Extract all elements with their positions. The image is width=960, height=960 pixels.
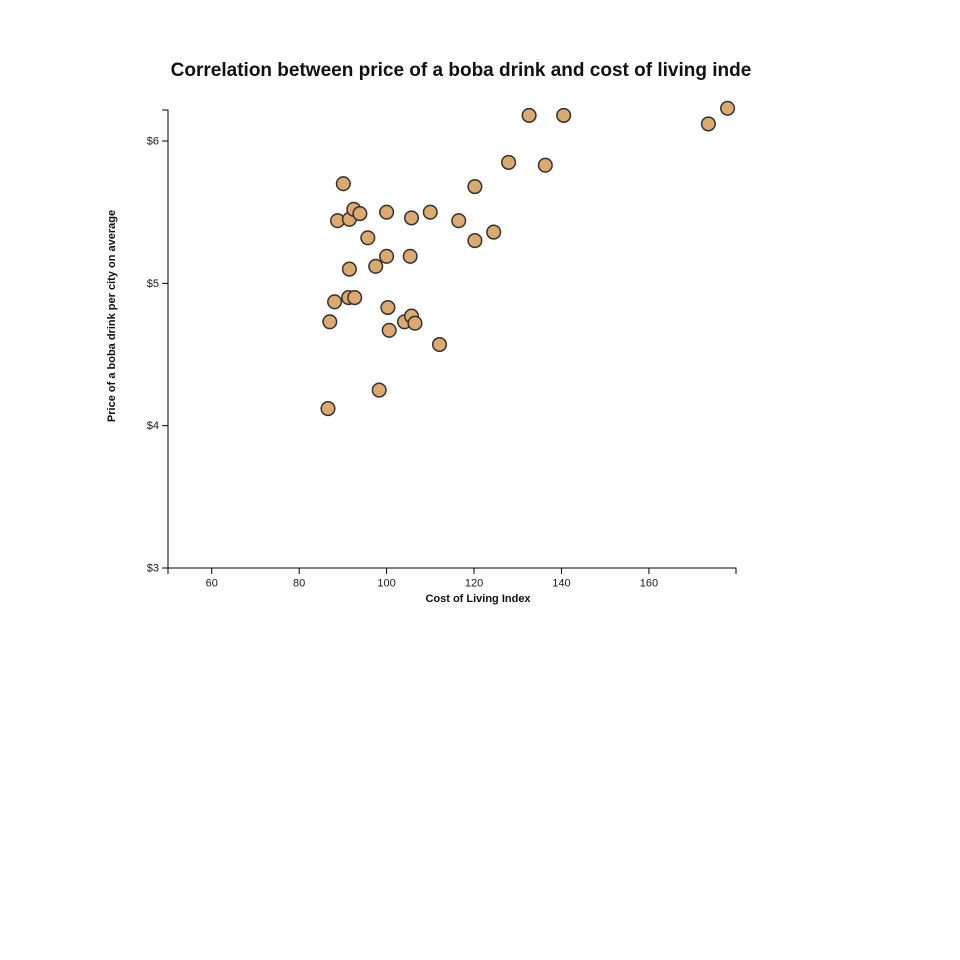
data-point bbox=[407, 315, 423, 331]
data-point bbox=[720, 100, 736, 116]
data-point bbox=[556, 107, 572, 123]
chart-title: Correlation between price of a boba drin… bbox=[170, 60, 752, 81]
data-point bbox=[422, 204, 438, 220]
data-point bbox=[467, 233, 483, 249]
data-point bbox=[379, 204, 395, 220]
data-point bbox=[486, 224, 502, 240]
x-axis-line bbox=[167, 567, 737, 574]
data-point bbox=[501, 154, 517, 170]
data-point bbox=[341, 261, 357, 277]
data-point bbox=[327, 294, 343, 310]
x-tick-label: 120 bbox=[465, 577, 483, 589]
x-axis-label: Cost of Living Index bbox=[425, 593, 531, 605]
data-point bbox=[381, 322, 397, 338]
data-point bbox=[402, 248, 418, 264]
data-point bbox=[431, 336, 448, 353]
x-tick-label: 100 bbox=[377, 577, 395, 589]
x-tick-label: 140 bbox=[552, 577, 570, 589]
y-tick-label: $3 bbox=[147, 563, 159, 575]
y-tick-label: $6 bbox=[147, 136, 159, 148]
data-point bbox=[379, 248, 395, 264]
data-point bbox=[700, 116, 716, 132]
data-point bbox=[360, 230, 376, 246]
y-tick-label: $4 bbox=[147, 420, 159, 432]
x-tick-label: 160 bbox=[640, 577, 658, 589]
data-point bbox=[371, 382, 387, 398]
scatter-chart: Correlation between price of a boba drin… bbox=[106, 60, 752, 605]
data-point bbox=[403, 210, 420, 226]
data-point bbox=[521, 107, 537, 123]
y-axis-line bbox=[162, 109, 169, 569]
y-axis-label: Price of a boba drink per city on averag… bbox=[106, 209, 118, 423]
plot-area bbox=[320, 100, 736, 417]
data-point bbox=[467, 179, 483, 195]
data-point bbox=[347, 290, 363, 306]
data-point bbox=[537, 157, 553, 173]
scatter-chart-svg: 60 80 100 120 140 160 $3 $4 $5 $6 bbox=[147, 100, 737, 589]
data-point bbox=[322, 314, 338, 330]
x-axis: 60 80 100 120 140 160 bbox=[167, 567, 737, 589]
y-axis: $3 $4 $5 $6 bbox=[147, 109, 169, 575]
data-point bbox=[352, 206, 368, 222]
x-tick-label: 80 bbox=[293, 577, 305, 589]
data-point bbox=[335, 176, 351, 192]
y-tick-label: $5 bbox=[147, 278, 159, 290]
data-point bbox=[320, 401, 336, 417]
x-tick-label: 60 bbox=[206, 577, 218, 589]
data-point bbox=[451, 213, 467, 229]
data-point bbox=[380, 299, 396, 316]
data-point bbox=[368, 258, 384, 274]
